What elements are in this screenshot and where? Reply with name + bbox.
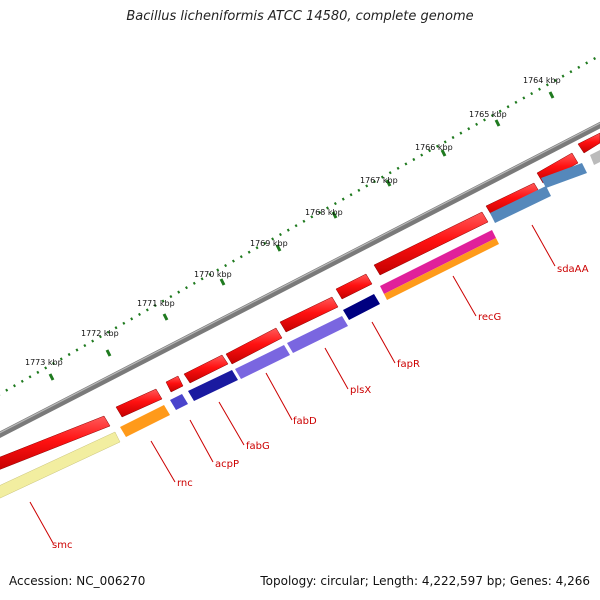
gene-arrow (0, 415, 111, 470)
gene-bar-recG (380, 230, 496, 294)
scale-label-1768: 1768 kbp (305, 208, 343, 217)
gene-label-sdaAA: sdaAA (557, 264, 589, 275)
gene-arrow (279, 296, 339, 333)
gene-label-smc: smc (52, 540, 72, 551)
gene-arrow-grey (590, 150, 600, 165)
backbone (0, 121, 600, 439)
gene-arrow (335, 273, 373, 300)
gene-arrow (577, 132, 600, 154)
gene-label-acpP: acpP (215, 459, 239, 470)
gene-labels: sdaAA recG fapR plsX fabD fabG acpP rnc … (52, 264, 589, 551)
page-title: Bacillus licheniformis ATCC 14580, compl… (126, 9, 474, 24)
gene-bar-plsX (287, 316, 348, 353)
gene-bar-fabG (188, 370, 238, 401)
gene-arrow (115, 388, 163, 418)
gene-label-recG: recG (478, 312, 501, 323)
scale-label-1767: 1767 kbp (360, 176, 398, 185)
reverse-genes (0, 163, 587, 499)
gene-label-plsX: plsX (350, 385, 371, 396)
scale-label-1771: 1771 kbp (137, 299, 175, 308)
scale-labels: 1764 kbp 1765 kbp 1766 kbp 1767 kbp 1768… (25, 76, 561, 367)
gene-bar-sdaAA (490, 186, 551, 223)
scale-label-1765: 1765 kbp (469, 110, 507, 119)
gene-label-fapR: fapR (397, 359, 420, 370)
scale-label-1773: 1773 kbp (25, 358, 63, 367)
scale-ring: 1764 kbp 1765 kbp 1766 kbp 1767 kbp 1768… (0, 54, 600, 396)
gene-bar-fabD (235, 345, 290, 379)
gene-arrow (373, 211, 489, 276)
scale-label-1770: 1770 kbp (194, 270, 232, 279)
gene-arrow (183, 354, 229, 384)
gene-bar-rnc (120, 405, 170, 437)
gene-bar-recG-orange (384, 238, 499, 300)
leader-lines (29, 224, 556, 544)
gene-bar-smc (0, 431, 121, 499)
scale-label-1769: 1769 kbp (250, 239, 288, 248)
major-ticks (48, 91, 555, 381)
gene-bar-sdaAA-2 (541, 163, 587, 188)
scale-label-1766: 1766 kbp (415, 143, 453, 152)
gene-arrow (225, 327, 283, 365)
gene-bar-acpP (170, 394, 188, 410)
scale-dotted-arc (0, 54, 600, 396)
scale-label-1772: 1772 kbp (81, 329, 119, 338)
gene-arrow (536, 152, 579, 184)
accession-text: Accession: NC_006270 (9, 574, 146, 588)
gene-arrow (165, 375, 184, 393)
forward-genes (0, 132, 600, 470)
genome-summary-text: Topology: circular; Length: 4,222,597 bp… (260, 574, 590, 588)
gene-label-fabD: fabD (293, 416, 317, 427)
gene-bar-fapR (343, 294, 380, 320)
gene-label-fabG: fabG (246, 441, 270, 452)
gene-label-rnc: rnc (177, 478, 193, 489)
scale-label-1764: 1764 kbp (523, 76, 561, 85)
